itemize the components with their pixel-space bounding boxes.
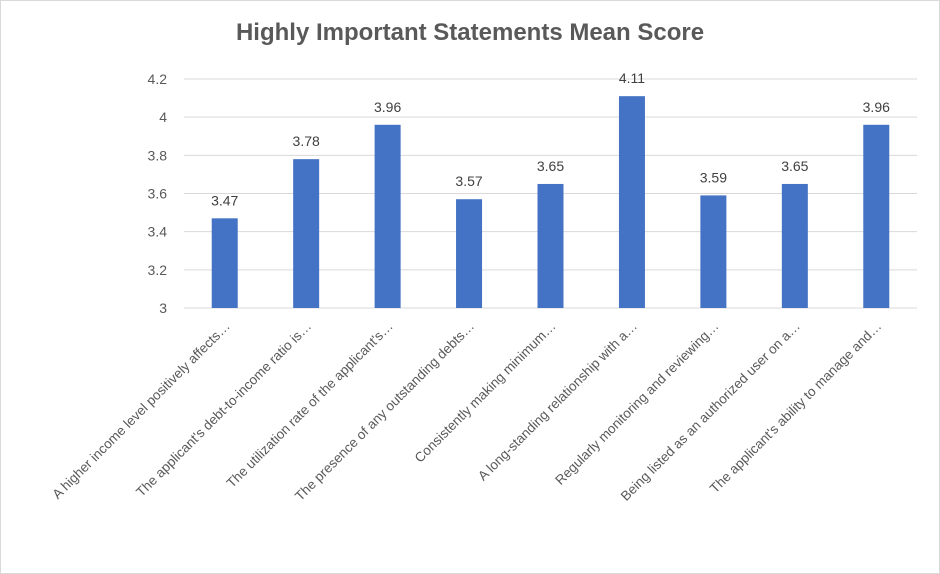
category-label: The applicant's ability to manage and… <box>707 319 884 496</box>
y-tick-label: 3.6 <box>148 186 168 202</box>
data-label: 3.47 <box>211 192 238 208</box>
bar <box>618 96 645 308</box>
category-label: The utilization rate of the applicant's… <box>224 319 396 491</box>
category-label: A higher income level positively affects… <box>49 319 232 502</box>
bar <box>781 183 808 308</box>
data-label: 3.78 <box>293 133 320 149</box>
data-label: 3.59 <box>700 169 727 185</box>
y-tick-label: 3 <box>159 300 167 316</box>
data-label: 3.65 <box>537 158 564 174</box>
y-tick-label: 3.2 <box>148 262 168 278</box>
bar <box>211 218 238 308</box>
bar <box>293 159 320 308</box>
bar <box>700 195 727 308</box>
data-label: 3.96 <box>863 99 890 115</box>
category-label: The presence of any outstanding debts… <box>292 319 477 504</box>
y-tick-label: 3.8 <box>148 147 168 163</box>
category-label: Being listed as an authorized user on a… <box>618 319 803 504</box>
data-label: 3.96 <box>374 99 401 115</box>
data-label: 3.65 <box>781 158 808 174</box>
bar <box>456 199 483 308</box>
bar <box>863 124 890 308</box>
y-tick-label: 3.4 <box>148 224 168 240</box>
y-tick-label: 4.2 <box>148 71 168 87</box>
category-label: A long-standing relationship with a… <box>475 319 640 484</box>
data-label: 4.11 <box>619 70 645 86</box>
category-label: Regularly monitoring and reviewing… <box>552 319 721 488</box>
data-label: 3.57 <box>455 173 482 189</box>
category-label: Consistently making minimum… <box>412 319 559 466</box>
bar <box>374 124 401 308</box>
category-label: The applicant's debt-to-income ratio is… <box>133 319 314 500</box>
y-tick-label: 4 <box>159 109 167 125</box>
chart-title: Highly Important Statements Mean Score <box>235 19 705 46</box>
bar <box>537 183 564 308</box>
